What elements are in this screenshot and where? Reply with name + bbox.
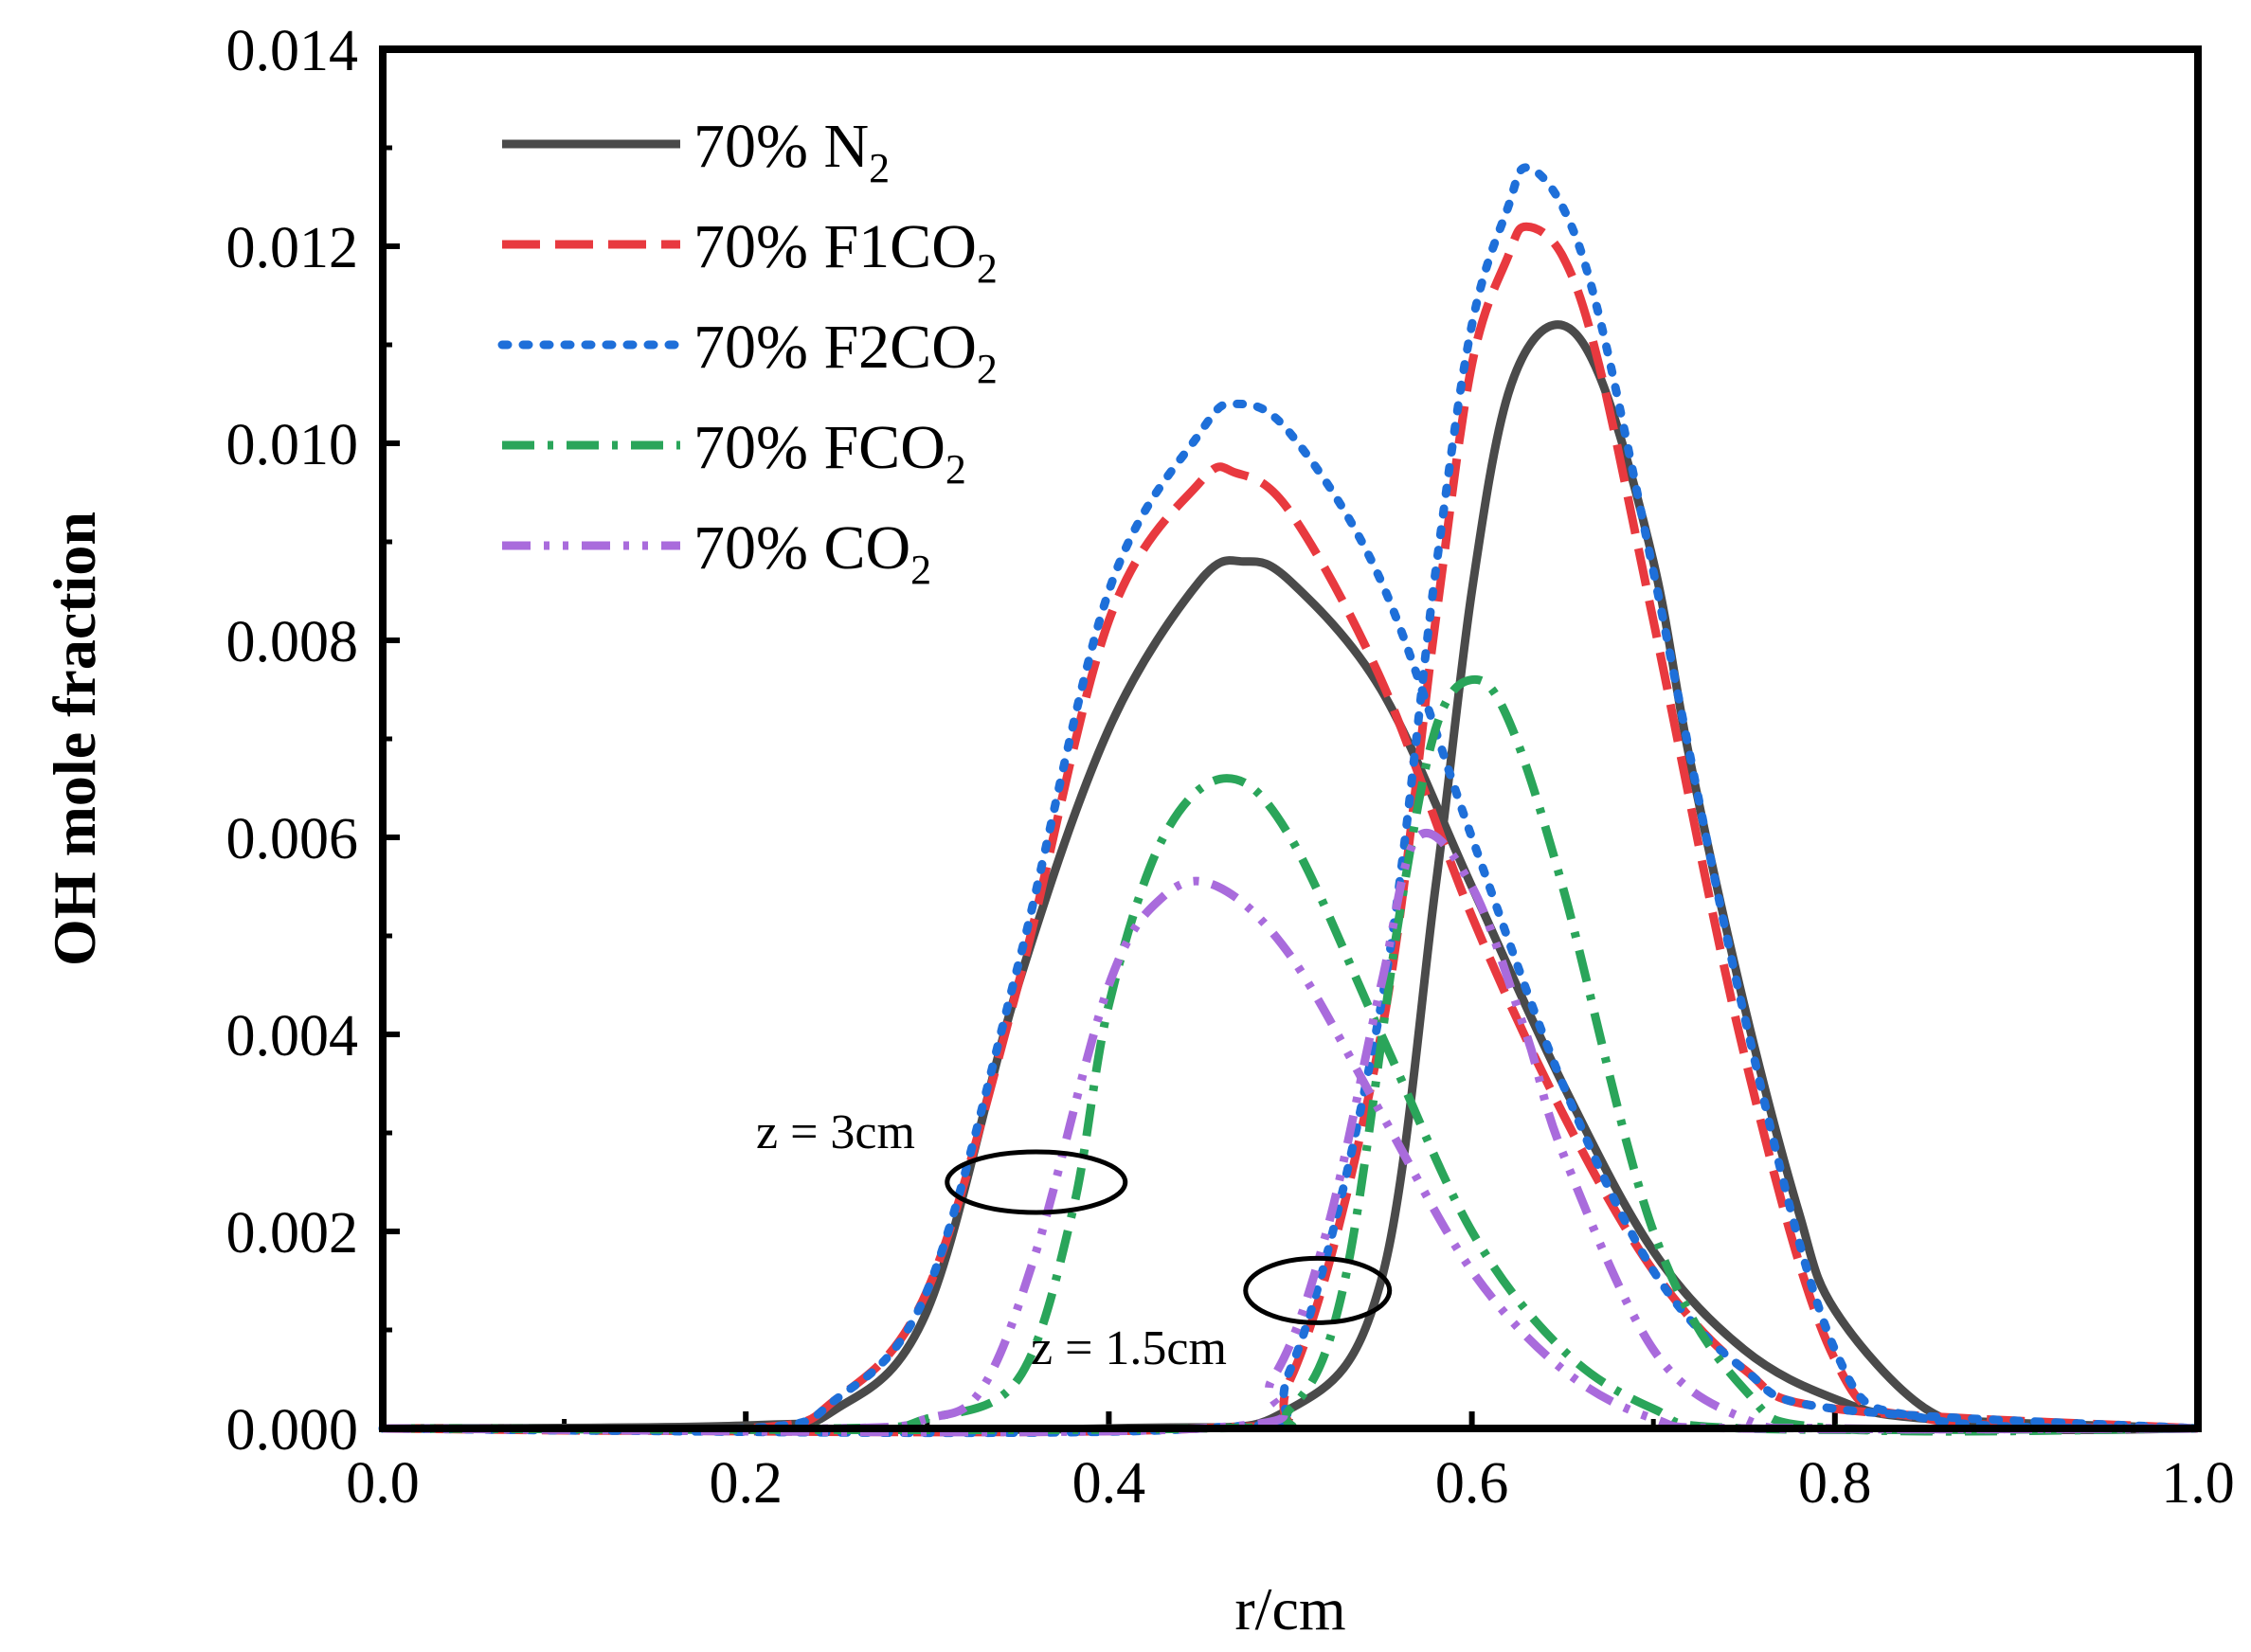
series-line-5-z3	[382, 876, 2199, 1434]
annotations: z = 3cm z = 1.5cm	[756, 1105, 1393, 1375]
legend-label: 70% F1CO2	[693, 212, 998, 292]
x-tick-label: 0.6	[1435, 1451, 1509, 1516]
plot-frame	[379, 45, 2202, 1432]
series-line-1-z15	[382, 320, 2199, 1435]
y-tick-label: 0.002	[226, 1201, 359, 1266]
series-line-5-z15	[382, 828, 2199, 1437]
series-line-3-z3	[378, 399, 2203, 1435]
annotation-ellipse-z15	[1243, 1255, 1393, 1325]
x-tick-label: 0.2	[709, 1451, 783, 1516]
series-line-2-z15	[382, 222, 2199, 1437]
y-tick-label: 0.000	[226, 1398, 359, 1463]
x-tick-label: 0.8	[1798, 1451, 1872, 1516]
y-tick-label: 0.014	[226, 19, 359, 83]
x-tick-labels: 0.0 0.2 0.4 0.6 0.8 1.0	[346, 1451, 2235, 1516]
y-tick-label: 0.008	[226, 610, 359, 674]
x-tick-label: 0.4	[1072, 1451, 1146, 1516]
y-tick-label: 0.012	[226, 216, 359, 280]
tick-marks	[380, 46, 2201, 1431]
series-line-4-z3	[382, 774, 2199, 1435]
legend-label: 70% CO2	[693, 513, 931, 593]
legend-label: 70% N2	[693, 112, 890, 191]
series-line-3-z15	[378, 163, 2203, 1438]
y-tick-label: 0.010	[226, 413, 359, 477]
x-tick-label: 0.0	[346, 1451, 420, 1516]
y-tick-label: 0.006	[226, 807, 359, 871]
series-lines	[378, 163, 2203, 1438]
y-tick-labels: 0.000 0.002 0.004 0.006 0.008 0.010 0.012 0.014	[226, 19, 359, 1463]
y-axis-title: OH mole fraction	[41, 512, 108, 966]
y-tick-label: 0.004	[226, 1004, 359, 1068]
annotation-ellipse-z3	[945, 1149, 1128, 1215]
annotation-z3: z = 3cm	[756, 1105, 915, 1159]
legend-label: 70% F2CO2	[693, 313, 998, 392]
series-line-1-z3	[382, 556, 2199, 1433]
legend-label: 70% FCO2	[693, 413, 966, 493]
x-tick-label: 1.0	[2161, 1451, 2235, 1516]
x-axis-title: r/cm	[1234, 1575, 1345, 1643]
annotation-z15: z = 1.5cm	[1031, 1321, 1227, 1375]
legend: 70% N2 70% F1CO2 70% F2CO2 70% FCO2 70% CO2	[497, 112, 998, 593]
series-line-4-z15	[382, 674, 2199, 1436]
